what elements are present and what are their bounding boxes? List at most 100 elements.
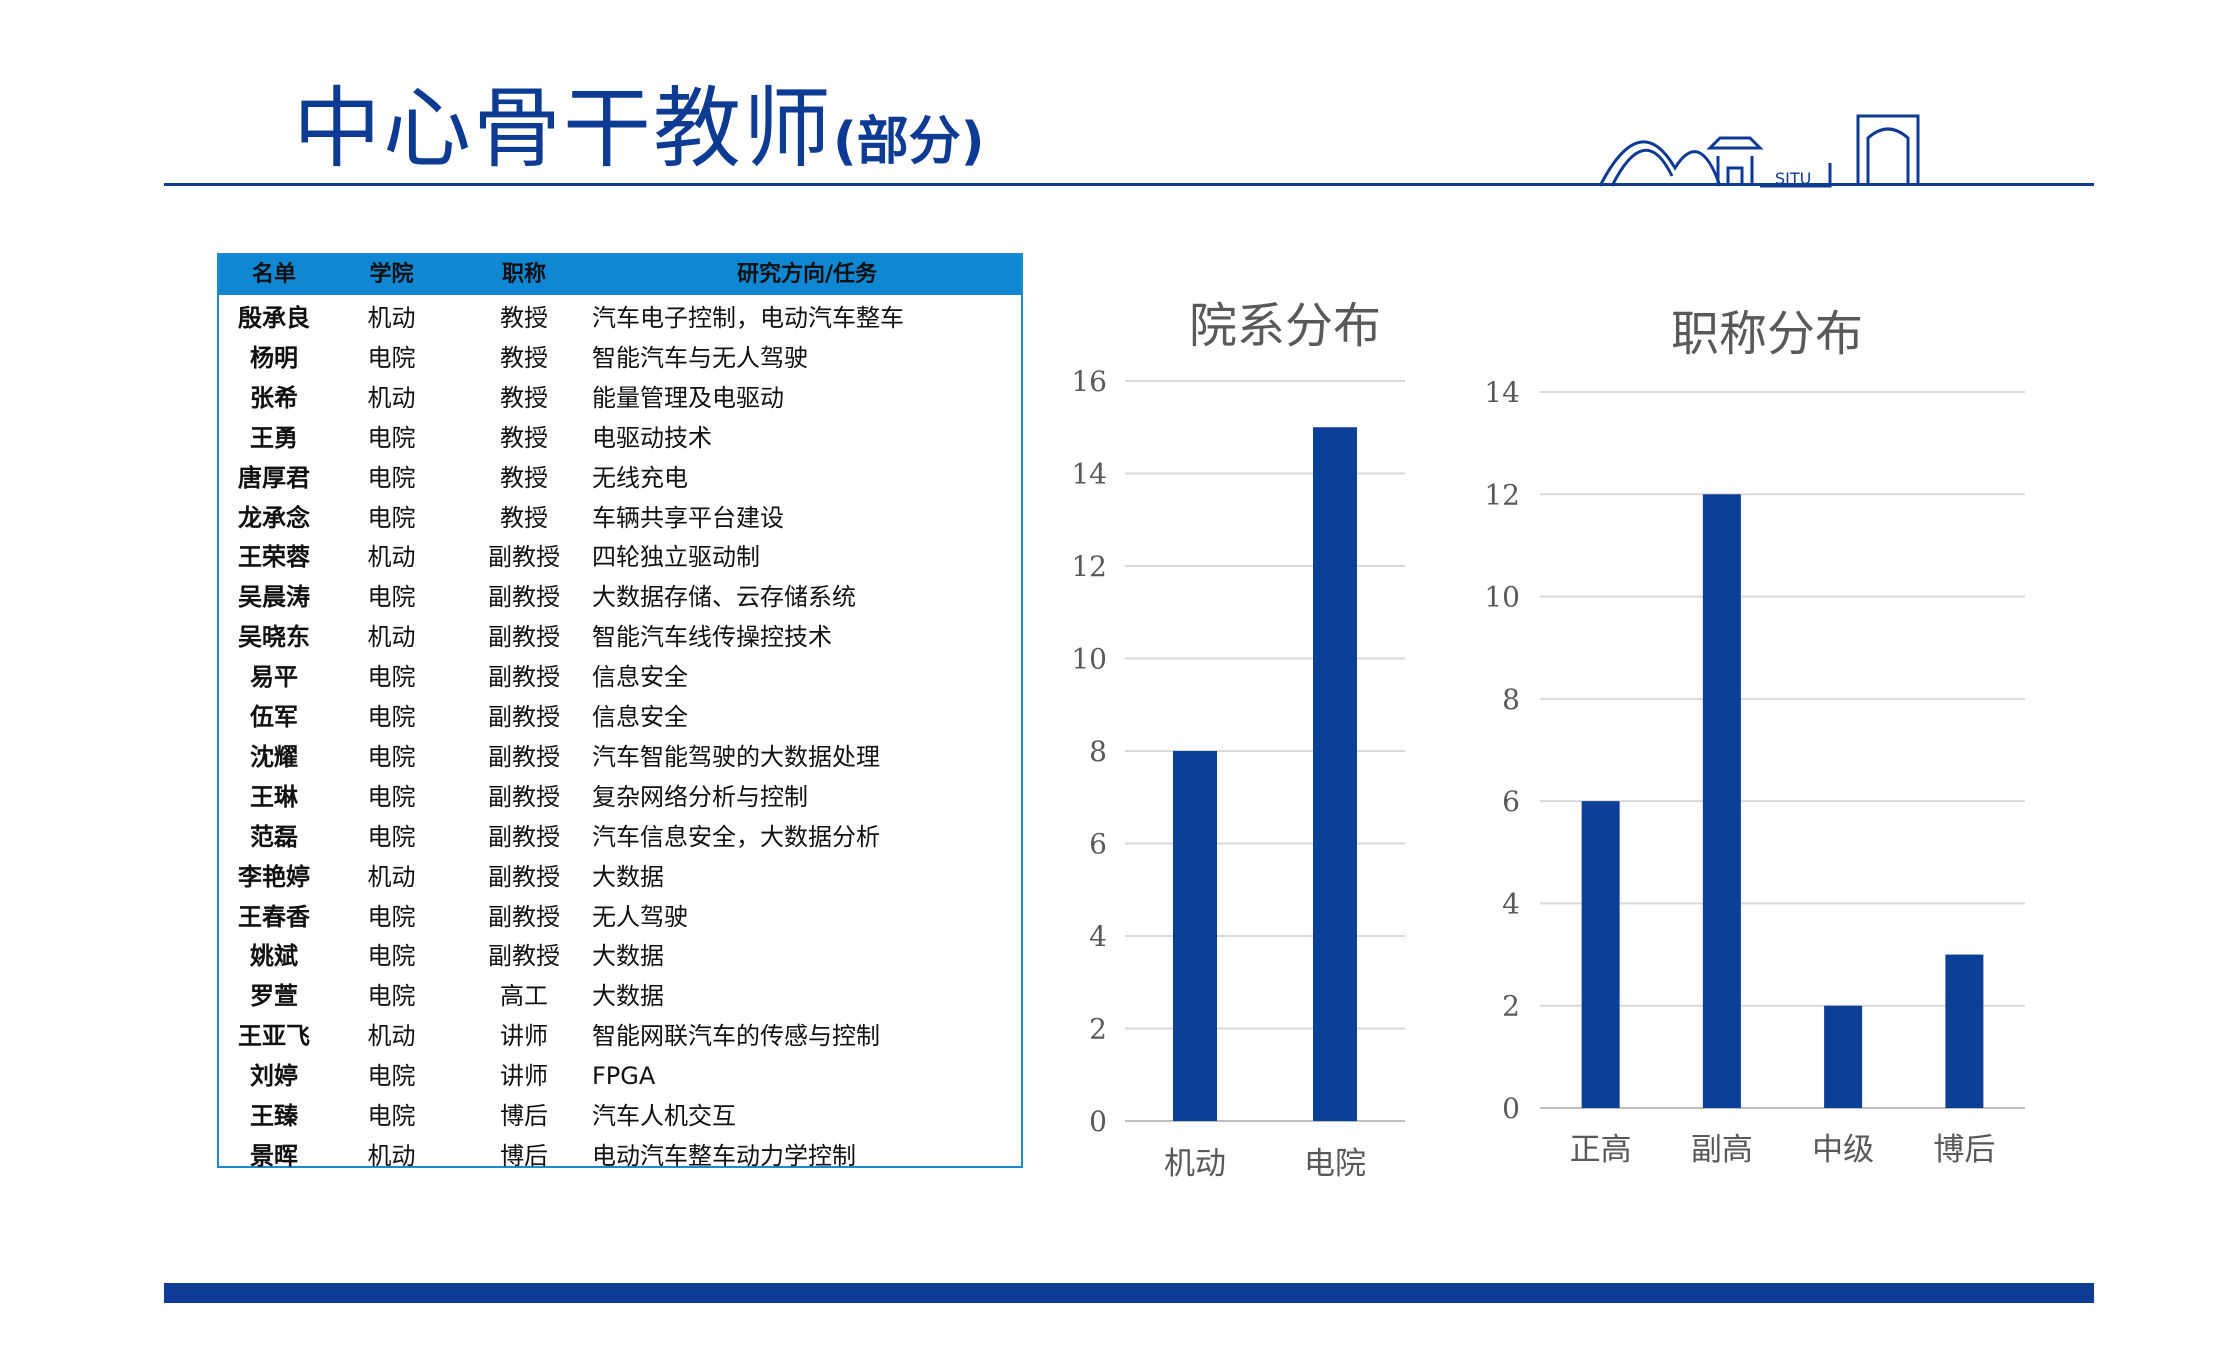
cell-college: 机动 bbox=[367, 543, 416, 572]
cell-rank: 教授 bbox=[500, 343, 548, 372]
cell-rank: 教授 bbox=[500, 463, 548, 492]
cell-name: 王春香 bbox=[238, 902, 310, 931]
cell-research: 无线充电 bbox=[592, 463, 688, 492]
header-research: 研究方向/任务 bbox=[736, 262, 878, 287]
university-logo: SJTU bbox=[1600, 114, 1920, 188]
cell-rank: 副教授 bbox=[488, 942, 560, 971]
y-tick-label: 8 bbox=[1089, 735, 1107, 768]
cell-rank: 副教授 bbox=[488, 543, 560, 572]
cell-college: 电院 bbox=[367, 703, 416, 731]
cell-college: 电院 bbox=[367, 742, 416, 771]
cell-rank: 高工 bbox=[500, 982, 548, 1011]
x-tick-label: 机动 bbox=[1164, 1146, 1226, 1182]
cell-name: 王琳 bbox=[250, 782, 298, 811]
cell-name: 唐厚君 bbox=[238, 463, 310, 492]
table-row: 殷承良 机动 教授 汽车电子控制，电动汽车整车 bbox=[219, 298, 1021, 338]
cell-name: 姚斌 bbox=[250, 942, 298, 971]
header-college: 学院 bbox=[369, 262, 414, 287]
table-row: 王荣蓉 机动 副教授 四轮独立驱动制 bbox=[219, 537, 1021, 577]
x-tick-label: 正高 bbox=[1570, 1132, 1632, 1168]
cell-rank: 副教授 bbox=[488, 703, 560, 731]
bar bbox=[1824, 1005, 1863, 1108]
y-tick-label: 14 bbox=[1484, 376, 1520, 409]
y-tick-label: 8 bbox=[1502, 683, 1520, 716]
y-tick-label: 2 bbox=[1089, 1013, 1107, 1046]
cell-rank: 讲师 bbox=[500, 1022, 548, 1051]
cell-college: 机动 bbox=[367, 623, 416, 652]
cell-college: 机动 bbox=[367, 304, 416, 332]
table-row: 姚斌 电院 副教授 大数据 bbox=[219, 936, 1021, 976]
table-row: 易平 电院 副教授 信息安全 bbox=[219, 657, 1021, 697]
y-tick-label: 10 bbox=[1071, 643, 1107, 676]
y-tick-label: 12 bbox=[1071, 550, 1107, 583]
cell-rank: 教授 bbox=[500, 383, 548, 412]
cell-research: 信息安全 bbox=[592, 663, 688, 692]
cell-rank: 博后 bbox=[500, 1102, 548, 1130]
table-header: 名单 学院 职称 研究方向/任务 bbox=[219, 255, 1021, 295]
cell-name: 殷承良 bbox=[238, 304, 310, 332]
cell-research: 电动汽车整车动力学控制 bbox=[592, 1141, 856, 1170]
cell-research: 无人驾驶 bbox=[592, 902, 688, 931]
y-tick-label: 2 bbox=[1502, 990, 1520, 1023]
cell-name: 王臻 bbox=[250, 1102, 298, 1130]
table-row: 景晖 机动 博后 电动汽车整车动力学控制 bbox=[219, 1136, 1021, 1176]
cell-rank: 教授 bbox=[500, 503, 548, 532]
y-tick-label: 10 bbox=[1484, 581, 1520, 614]
cell-name: 王亚飞 bbox=[238, 1022, 310, 1051]
table-row: 罗萱 电院 高工 大数据 bbox=[219, 976, 1021, 1016]
cell-name: 伍军 bbox=[250, 703, 298, 731]
table-row: 刘婷 电院 讲师 FPGA bbox=[219, 1056, 1021, 1096]
cell-college: 电院 bbox=[367, 782, 416, 811]
cell-name: 易平 bbox=[250, 663, 298, 692]
cell-research: 四轮独立驱动制 bbox=[592, 543, 760, 572]
table-row: 沈耀 电院 副教授 汽车智能驾驶的大数据处理 bbox=[219, 737, 1021, 777]
cell-research: 智能网联汽车的传感与控制 bbox=[592, 1022, 880, 1051]
cell-name: 杨明 bbox=[250, 343, 298, 372]
cell-research: 智能汽车线传操控技术 bbox=[592, 623, 832, 652]
teacher-table: 名单 学院 职称 研究方向/任务 殷承良 机动 教授 汽车电子控制，电动汽车整车 杨明电… bbox=[217, 253, 1023, 1170]
cell-research: 汽车人机交互 bbox=[592, 1102, 736, 1130]
cell-research: 大数据 bbox=[592, 942, 664, 971]
cell-college: 电院 bbox=[367, 1102, 416, 1130]
bar bbox=[1581, 801, 1620, 1108]
cell-college: 电院 bbox=[367, 503, 416, 532]
cell-rank: 副教授 bbox=[488, 623, 560, 652]
table-row: 范磊 电院 副教授 汽车信息安全，大数据分析 bbox=[219, 817, 1021, 857]
cell-college: 电院 bbox=[367, 982, 416, 1011]
cell-rank: 教授 bbox=[500, 423, 548, 452]
cell-rank: 教授 bbox=[500, 304, 548, 332]
table-row: 王琳 电院 副教授 复杂网络分析与控制 bbox=[219, 777, 1021, 817]
table-row: 龙承念 电院 教授 车辆共享平台建设 bbox=[219, 498, 1021, 538]
table-row: 李艳婷 机动 副教授 大数据 bbox=[219, 857, 1021, 897]
y-tick-label: 0 bbox=[1502, 1092, 1520, 1125]
cell-rank: 副教授 bbox=[488, 822, 560, 851]
y-tick-label: 4 bbox=[1089, 920, 1107, 953]
x-tick-label: 副高 bbox=[1691, 1132, 1753, 1168]
page-title-main: 中心骨干教师 bbox=[293, 77, 834, 180]
cell-research: 电驱动技术 bbox=[592, 423, 712, 452]
cell-research: 车辆共享平台建设 bbox=[592, 503, 784, 532]
bar bbox=[1945, 954, 1984, 1108]
cell-college: 电院 bbox=[367, 902, 416, 931]
table-row: 王臻 电院 博后 汽车人机交互 bbox=[219, 1096, 1021, 1136]
cell-college: 机动 bbox=[367, 1141, 416, 1170]
cell-college: 机动 bbox=[367, 862, 416, 891]
cell-rank: 副教授 bbox=[488, 862, 560, 891]
cell-name: 龙承念 bbox=[238, 503, 310, 532]
cell-research: FPGA bbox=[592, 1062, 656, 1091]
cell-college: 机动 bbox=[367, 1022, 416, 1051]
table-row: 王春香 电院 副教授 无人驾驶 bbox=[219, 897, 1021, 937]
x-tick-label: 电院 bbox=[1304, 1146, 1366, 1182]
table-row: 伍军 电院 副教授 信息安全 bbox=[219, 697, 1021, 737]
cell-college: 电院 bbox=[367, 463, 416, 492]
header-name: 名单 bbox=[251, 262, 296, 287]
cell-name: 王荣蓉 bbox=[238, 543, 310, 572]
table-row: 唐厚君 电院 教授 无线充电 bbox=[219, 458, 1021, 498]
x-tick-label: 中级 bbox=[1812, 1132, 1874, 1168]
cell-name: 景晖 bbox=[250, 1141, 298, 1170]
cell-rank: 副教授 bbox=[488, 663, 560, 692]
table-row: 吴晨涛 电院 副教授 大数据存储、云存储系统 bbox=[219, 577, 1021, 617]
chart-title: 职称分布 bbox=[1671, 306, 1863, 362]
cell-research: 汽车智能驾驶的大数据处理 bbox=[592, 742, 880, 771]
cell-research: 能量管理及电驱动 bbox=[592, 383, 784, 412]
